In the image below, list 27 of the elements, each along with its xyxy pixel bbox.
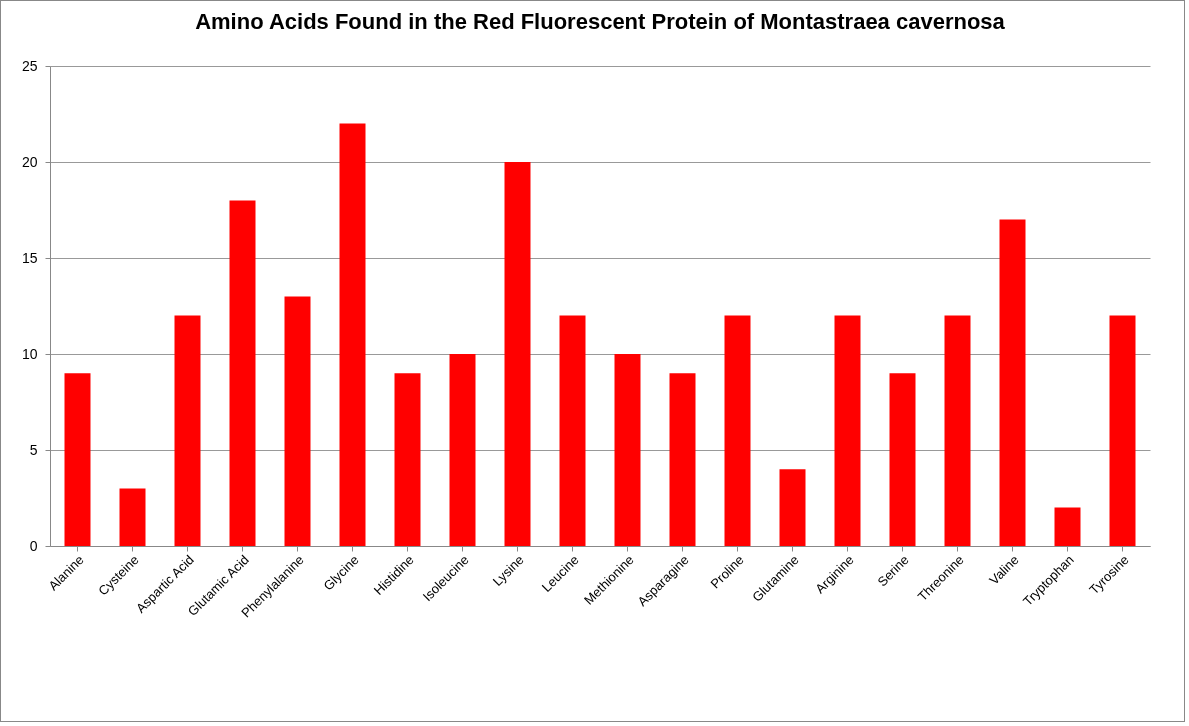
bar	[559, 315, 586, 546]
bar	[724, 315, 751, 546]
bar	[614, 354, 641, 546]
bar	[394, 373, 421, 546]
y-tick-label: 0	[29, 537, 38, 554]
bar	[449, 354, 476, 546]
y-tick-label: 15	[21, 249, 38, 266]
bar	[504, 162, 531, 546]
bar	[779, 469, 806, 546]
y-tick-label: 5	[29, 441, 38, 458]
bar	[64, 373, 91, 546]
bar	[834, 315, 861, 546]
bar	[339, 123, 366, 546]
bar	[669, 373, 696, 546]
bar	[1109, 315, 1136, 546]
bar	[119, 488, 146, 546]
bar	[174, 315, 201, 546]
bar	[944, 315, 971, 546]
bar	[229, 200, 256, 546]
bar	[889, 373, 916, 546]
y-tick-label: 10	[21, 345, 38, 362]
chart-title: Amino Acids Found in the Red Fluorescent Protein of Montastraea cavernosa	[195, 9, 1006, 34]
bar	[284, 296, 311, 546]
bar	[999, 219, 1026, 546]
y-tick-label: 20	[21, 153, 38, 170]
y-tick-label: 25	[21, 57, 38, 74]
bar	[1054, 507, 1081, 546]
